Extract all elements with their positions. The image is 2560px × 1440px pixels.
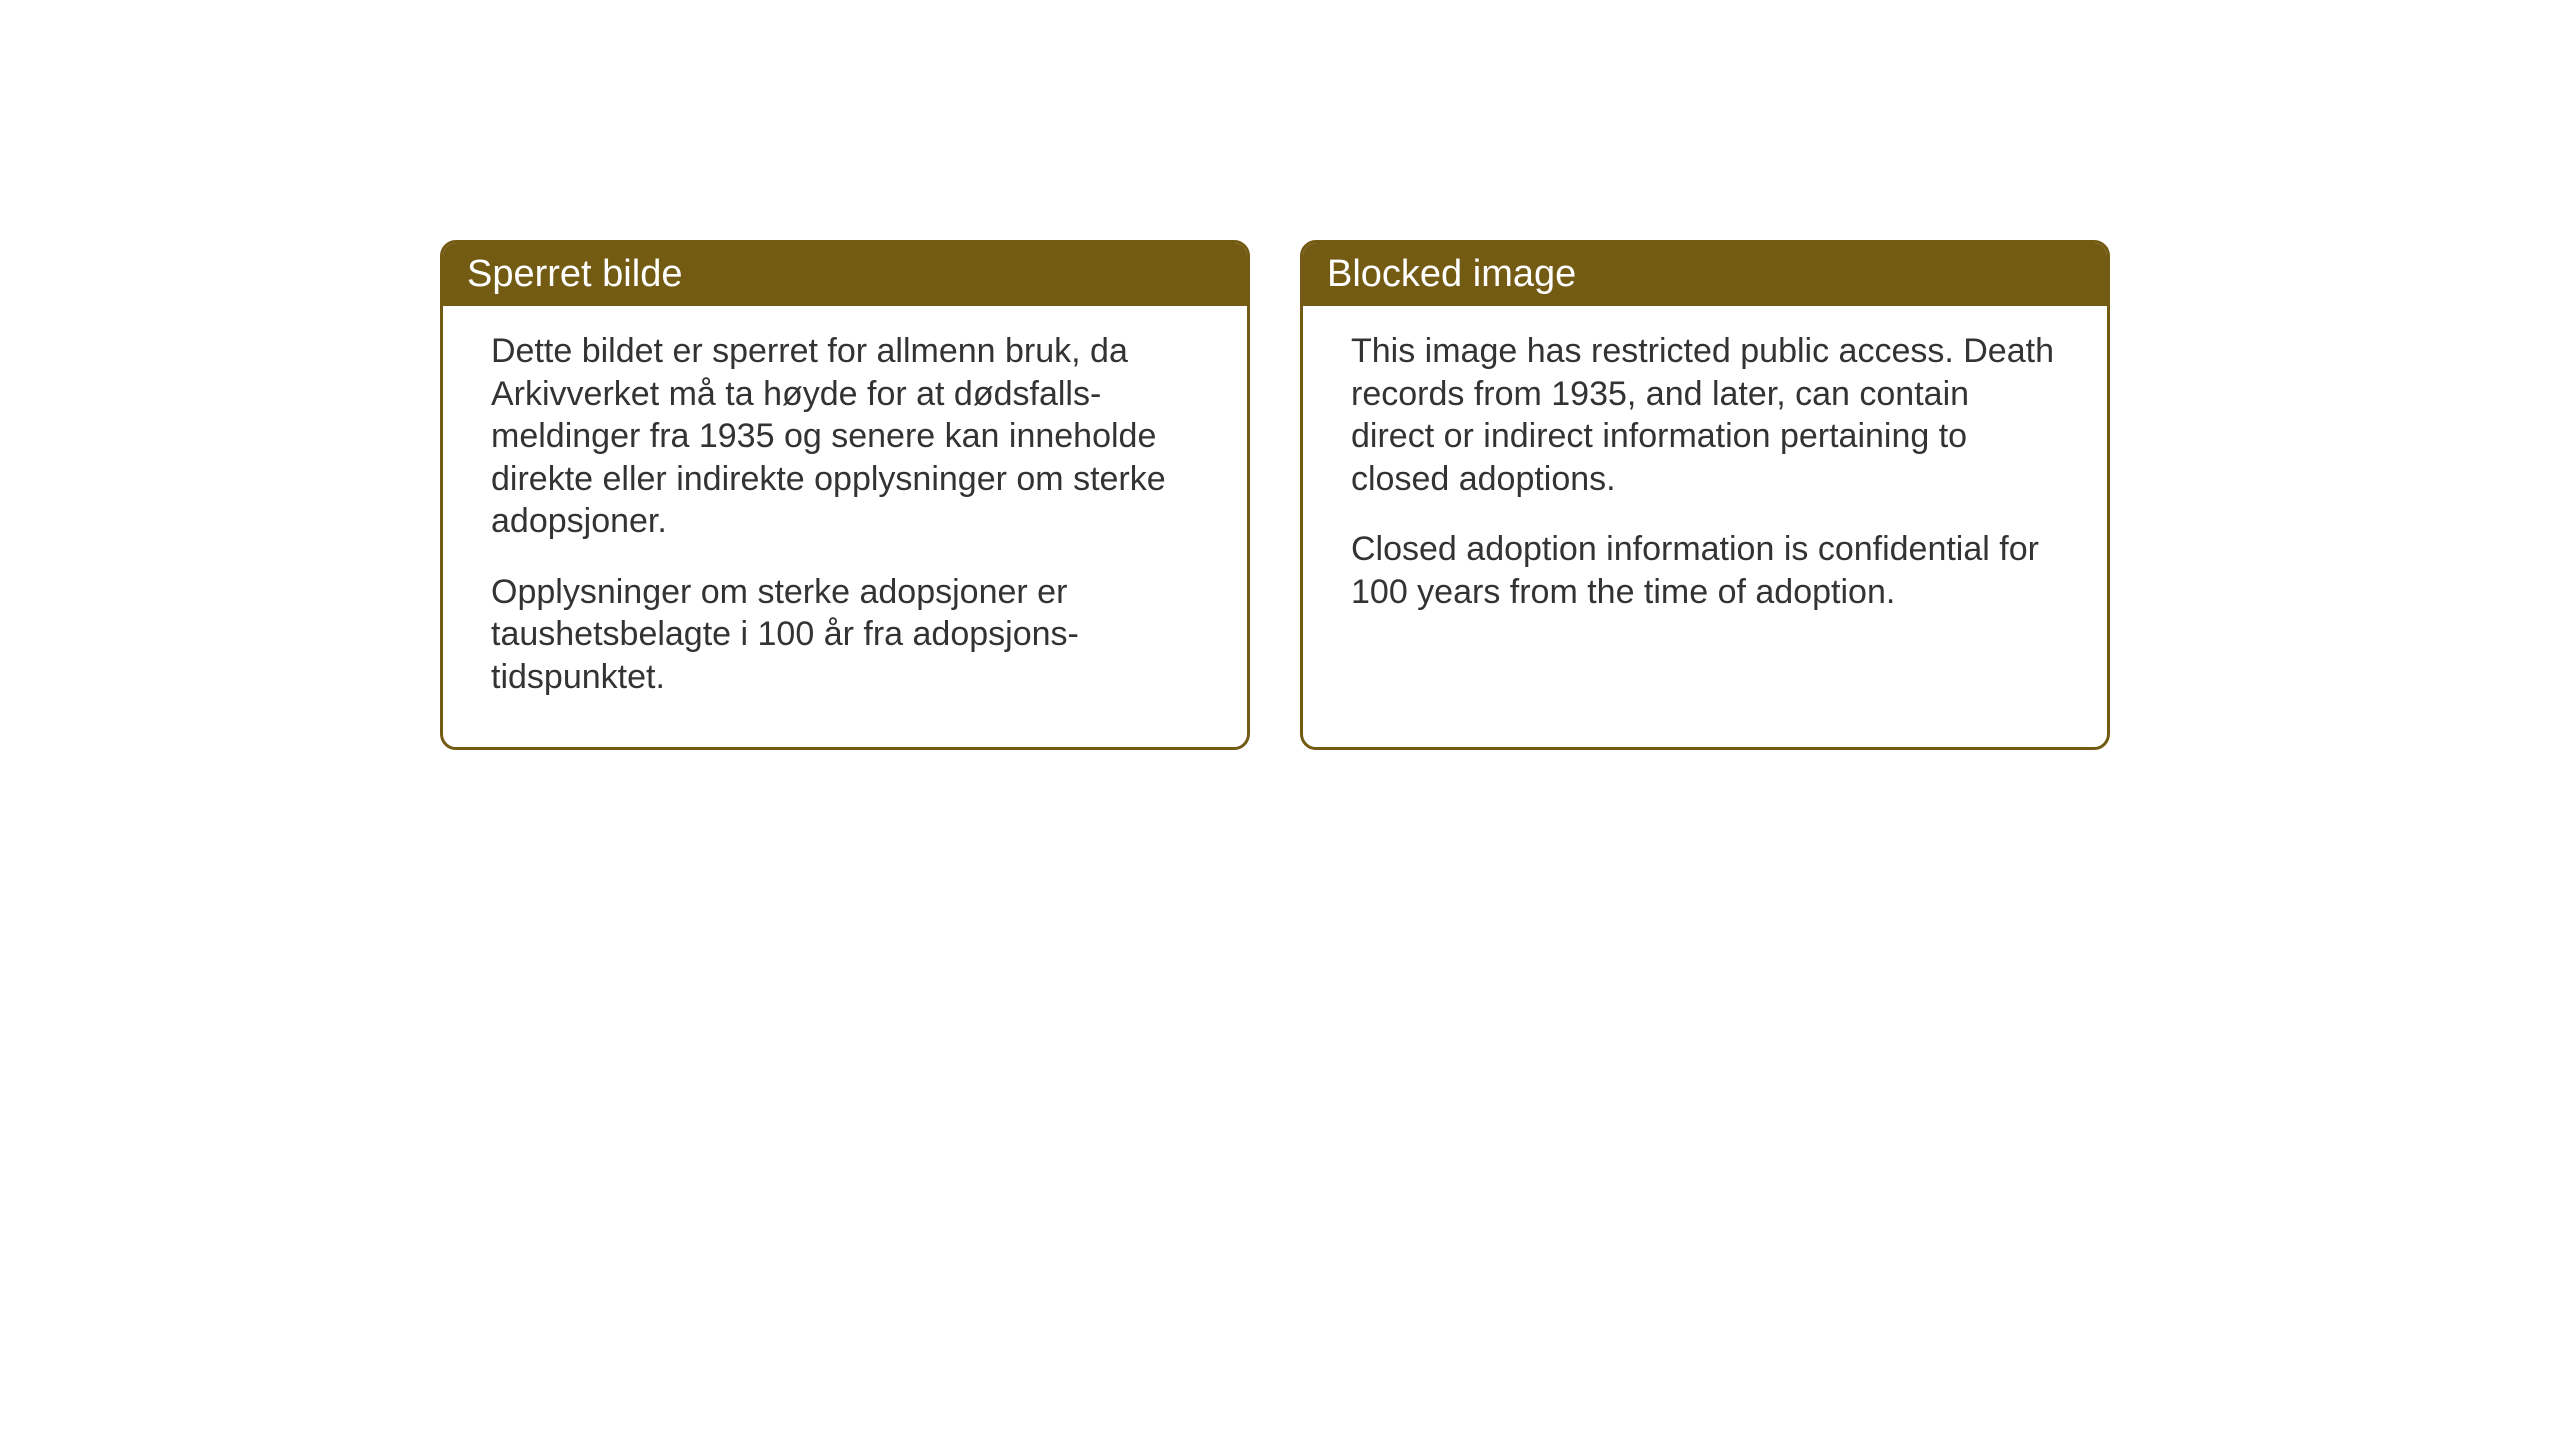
card-body-english: This image has restricted public access.… bbox=[1303, 306, 2107, 649]
card-header-norwegian: Sperret bilde bbox=[443, 243, 1247, 306]
card-title-norwegian: Sperret bilde bbox=[467, 253, 682, 295]
card-paragraph-norwegian-2: Opplysninger om sterke adopsjoner er tau… bbox=[491, 571, 1199, 699]
card-paragraph-english-2: Closed adoption information is confident… bbox=[1351, 528, 2059, 613]
card-paragraph-norwegian-1: Dette bildet er sperret for allmenn bruk… bbox=[491, 330, 1199, 543]
card-norwegian: Sperret bilde Dette bildet er sperret fo… bbox=[440, 240, 1250, 750]
card-english: Blocked image This image has restricted … bbox=[1300, 240, 2110, 750]
card-body-norwegian: Dette bildet er sperret for allmenn bruk… bbox=[443, 306, 1247, 734]
card-paragraph-english-1: This image has restricted public access.… bbox=[1351, 330, 2059, 500]
cards-container: Sperret bilde Dette bildet er sperret fo… bbox=[440, 240, 2110, 750]
card-title-english: Blocked image bbox=[1327, 253, 1576, 295]
card-header-english: Blocked image bbox=[1303, 243, 2107, 306]
